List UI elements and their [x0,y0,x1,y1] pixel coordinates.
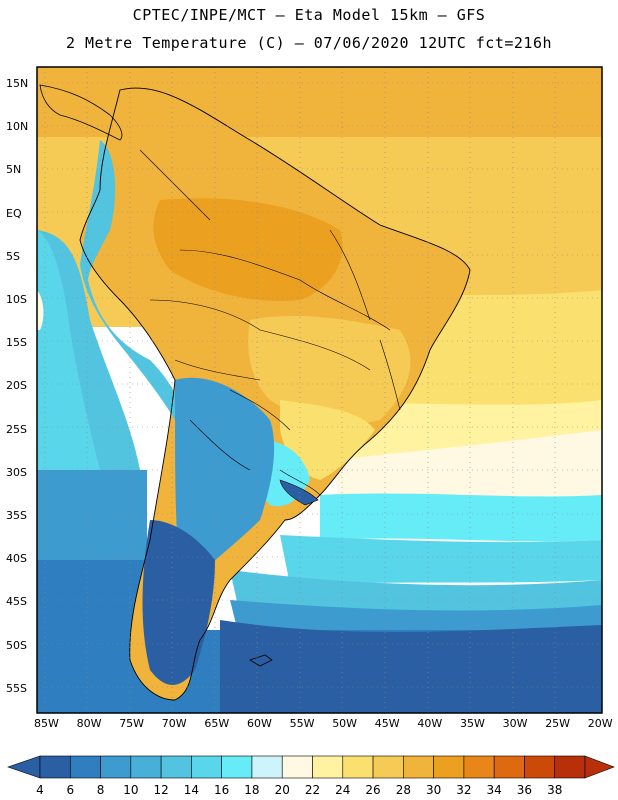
colorbar-swatch [39,755,71,779]
colorbar-label: 14 [183,783,200,797]
map-frame [36,66,603,714]
lon-label: 80W [76,717,102,730]
falkland-islands [249,654,273,667]
lat-label: 20S [6,379,27,393]
lon-label: 65W [204,717,230,730]
patagonia-cold [142,520,215,685]
colorbar-label: 36 [516,783,533,797]
lat-label: 10N [6,120,29,134]
colorbar-swatch [403,755,434,779]
colorbar-label: 8 [96,783,105,797]
colorbar-swatch [554,755,586,779]
central-brazil-band [248,315,411,424]
central-america-land [40,85,122,140]
colorbar-swatch [221,755,253,779]
colorbar-swatch [100,755,132,779]
argentina-cool [175,377,275,570]
colorbar-swatch [433,755,465,779]
colorbar-arrow-low [7,755,41,779]
caribbean-islands [150,73,200,85]
lon-label: 40W [417,717,443,730]
lon-label: 45W [374,717,400,730]
lon-label: 50W [332,717,358,730]
lat-label: 40S [6,552,27,566]
colorbar-swatch [130,755,162,779]
lon-label: 75W [119,717,145,730]
ocean-18-band [320,493,602,542]
colorbar-label: 30 [425,783,442,797]
colorbar-swatch [312,755,344,779]
ocean-14-band [230,570,602,615]
colorbar-swatch [493,755,525,779]
colorbar-label: 18 [244,783,260,797]
lat-label: 5N [6,163,22,177]
colorbar-swatch [191,755,222,779]
lat-label: 10S [6,293,27,306]
lat-label: 5S [6,249,20,263]
colorbar-arrow-high [584,755,615,779]
colorbar-label: 22 [304,783,321,797]
lon-label: 55W [289,717,315,730]
colorbar-swatch [372,755,404,779]
lon-label: 60W [247,717,272,730]
lon-label: 85W [34,717,59,730]
colorbar-swatch [251,755,283,779]
lat-label: 25S [6,422,27,436]
colorbar-swatch [342,755,374,779]
colorbar-label: 12 [153,783,169,797]
colorbar-swatch [463,755,495,779]
title-line-1: CPTEC/INPE/MCT – Eta Model 15km – GFS [132,6,486,24]
amazon-hot-core [153,198,343,301]
rio-de-la-plata [279,479,319,506]
ocean-22-band [330,430,602,500]
colorbar-label: 38 [547,783,563,797]
colorbar-swatch [524,755,556,779]
colorbar-label: 10 [123,783,139,797]
lat-label: EQ [6,206,22,220]
pacific-coast-band-mild [37,230,100,470]
country-borders [139,149,401,496]
colorbar-label: 24 [335,783,351,797]
colorbar-label: 28 [395,783,411,797]
pacific-warm-patch [37,290,44,330]
ocean-deep-south [220,620,602,713]
pacific-south-cold [37,560,147,713]
colorbar-label: 16 [214,783,230,797]
southeast-brazil-band [280,400,375,480]
colorbar-label: 26 [365,783,381,797]
lat-label: 30S [6,465,27,479]
lat-label: 55S [6,681,27,695]
title-line-2: 2 Metre Temperature (C) – 07/06/2020 12U… [65,34,553,52]
central-america-coast [39,84,123,141]
colorbar-label: 34 [486,783,502,797]
colorbar-label: 6 [66,783,75,797]
lon-label: 35W [460,717,485,730]
lat-label: 35S [6,509,27,522]
colorbar-label: 20 [274,783,290,797]
lat-label: 45S [6,595,27,609]
lon-label: 30W [502,717,528,730]
colorbar-swatch [281,755,313,779]
coastline [79,87,471,701]
colorbar-label: 4 [36,783,44,797]
graticule [37,67,602,713]
lat-label: 15N [6,77,29,90]
lat-label: 50S [6,638,27,652]
lon-label: 25W [545,717,571,730]
colorbar-label: 32 [456,783,472,797]
lon-label: 70W [161,717,187,730]
colorbar-swatch [160,755,192,779]
ocean-16-band [280,535,602,585]
colorbar-swatch [69,755,101,779]
andes-cold-strip [80,140,185,420]
lat-label: 15S [6,336,27,350]
lon-label: 20W [587,717,613,730]
